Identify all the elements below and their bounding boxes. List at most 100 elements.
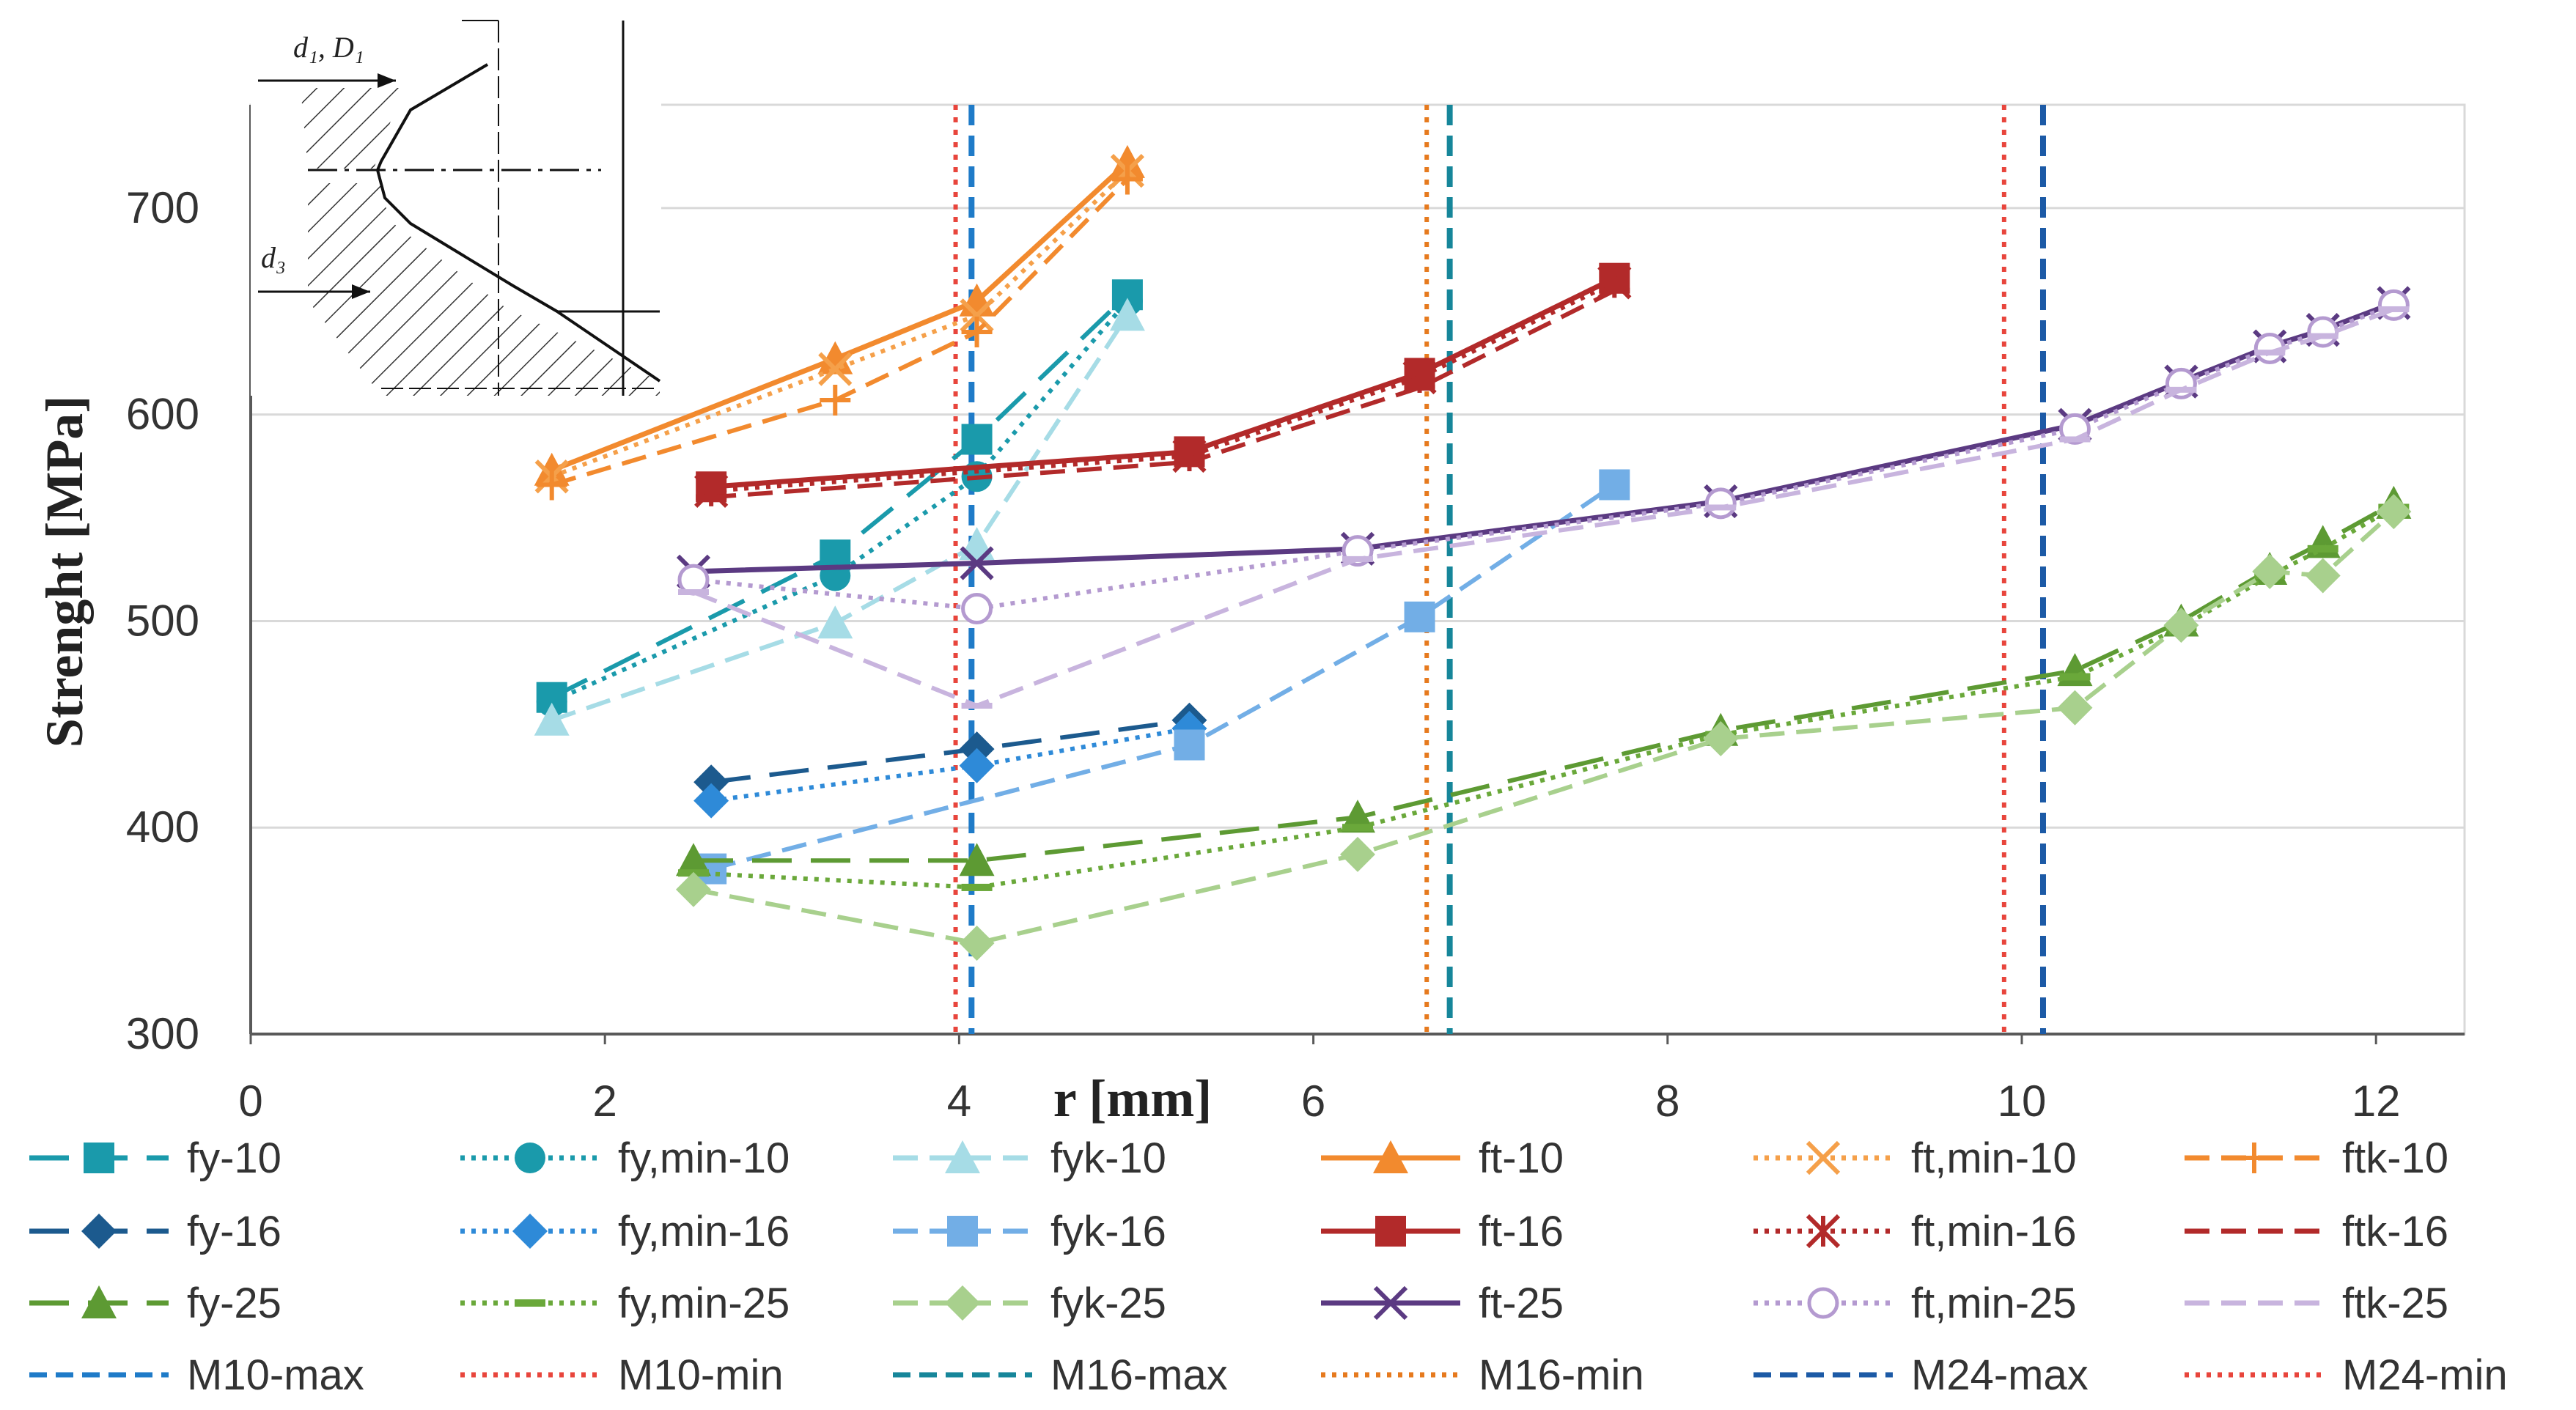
x-tick-label: 10	[1998, 1077, 2047, 1126]
legend-swatch-marker	[81, 1285, 117, 1318]
legend-swatch-marker	[1373, 1140, 1408, 1173]
x-axis-title: r [mm]	[1053, 1069, 1212, 1128]
data-point	[693, 783, 729, 819]
data-point	[2378, 306, 2410, 312]
legend-label: fyk-10	[1050, 1134, 1166, 1182]
data-point	[1111, 163, 1143, 195]
data-point	[676, 871, 711, 907]
x-tick-label: 2	[593, 1077, 617, 1126]
legend-item-ft,min-25: ft,min-25	[1753, 1280, 2077, 1327]
series-line	[693, 501, 2395, 863]
legend-swatch-marker	[945, 1285, 980, 1321]
data-point	[1340, 836, 1375, 872]
legend-swatch-marker	[1807, 1287, 1839, 1319]
inset-label-d3: d₃	[261, 241, 286, 274]
legend-label: fyk-16	[1050, 1208, 1166, 1255]
data-point	[961, 702, 993, 709]
data-point	[694, 473, 729, 509]
data-point	[1109, 144, 1145, 178]
series-ftk-25	[678, 306, 2410, 709]
legend-label: ft,min-25	[1911, 1280, 2077, 1327]
data-point	[1174, 459, 1205, 465]
data-point	[959, 843, 995, 876]
data-point	[818, 352, 853, 386]
legend-item-fy-10: fy-10	[29, 1134, 281, 1182]
legend-item-M16-max: M16-max	[893, 1351, 1228, 1399]
data-point	[1174, 729, 1205, 761]
legend-item-ft,min-16: ft,min-16	[1753, 1208, 2077, 1255]
data-point	[960, 546, 994, 580]
x-tick-label: 8	[1655, 1077, 1679, 1126]
y-tick-label: 300	[126, 1009, 199, 1058]
legend-item-fy-16: fy-16	[29, 1208, 281, 1255]
legend-item-M16-min: M16-min	[1321, 1351, 1644, 1399]
legend-item-ft-10: ft-10	[1321, 1134, 1564, 1182]
legend-swatch-marker	[1373, 1285, 1408, 1321]
data-point	[960, 298, 994, 333]
data-point	[959, 926, 995, 961]
legend-label: fy,min-10	[618, 1134, 790, 1182]
legend-label: fyk-25	[1050, 1280, 1166, 1327]
data-point	[2376, 494, 2412, 530]
series-ftk-10	[536, 163, 1143, 501]
series-line	[693, 505, 2395, 890]
legend-label: fy-16	[187, 1208, 281, 1255]
data-point	[696, 494, 727, 501]
legend-label: ft-25	[1479, 1280, 1564, 1327]
thread-flank-line	[375, 63, 661, 383]
x-tick-label: 4	[947, 1077, 971, 1126]
legend-label: ft,min-10	[1911, 1134, 2077, 1182]
data-point	[676, 843, 711, 876]
legend-label: M16-max	[1050, 1351, 1228, 1399]
data-point	[2163, 608, 2199, 643]
legend-item-ftk-10: ftk-10	[2185, 1134, 2448, 1182]
data-point	[961, 424, 993, 455]
legend: fy-10 fy,min-10 fyk-10 ft-10 ft,min-10 ftk-10…	[29, 1134, 2508, 1399]
tick-labels: 300 400 500 600 700 0 2 4 6 8 10 12	[126, 183, 2401, 1126]
data-point	[2059, 673, 2091, 681]
series-line	[551, 293, 1129, 700]
inset-label-d1: d₁, D₁	[293, 31, 364, 64]
legend-item-M10-max: M10-max	[29, 1351, 364, 1399]
legend-item-M24-max: M24-max	[1753, 1351, 2089, 1399]
legend-swatch-marker	[2239, 1143, 2270, 1173]
x-tick-label: 12	[2352, 1077, 2401, 1126]
legend-swatch-marker	[1375, 1216, 1406, 1247]
legend-swatch-marker	[512, 1214, 548, 1249]
legend-item-fy-25: fy-25	[29, 1280, 281, 1327]
legend-label: fy,min-16	[618, 1208, 790, 1255]
legend-item-fy,min-16: fy,min-16	[460, 1208, 790, 1255]
legend-label: ftk-10	[2342, 1134, 2448, 1182]
data-point	[961, 316, 993, 347]
legend-label: fy,min-25	[618, 1280, 790, 1327]
data-point	[817, 341, 853, 374]
legend-item-fy,min-10: fy,min-10	[460, 1134, 790, 1182]
legend-item-ft-16: ft-16	[1321, 1208, 1564, 1255]
legend-item-ftk-16: ftk-16	[2185, 1208, 2448, 1255]
data-point	[817, 605, 853, 639]
legend-label: ftk-25	[2342, 1280, 2448, 1327]
legend-label: ft,min-16	[1911, 1208, 2077, 1255]
series-line	[710, 288, 1616, 500]
legend-item-ftk-25: ftk-25	[2185, 1280, 2448, 1327]
data-point	[1599, 287, 1630, 294]
legend-item-ft,min-10: ft,min-10	[1753, 1134, 2077, 1182]
data-point	[2057, 690, 2093, 726]
series-line	[551, 299, 1130, 704]
legend-swatch-marker	[947, 1216, 978, 1247]
series-line	[710, 482, 1616, 871]
series-ftk-16	[696, 287, 1630, 501]
data-point	[961, 593, 993, 625]
data-point	[959, 748, 995, 783]
legend-swatch-marker	[945, 1140, 980, 1173]
data-point	[1705, 504, 1737, 511]
x-tick-label: 6	[1301, 1077, 1325, 1126]
data-point	[2307, 333, 2338, 339]
series-line	[551, 160, 1130, 473]
reference-lines	[953, 105, 2046, 1034]
legend-label: ft-10	[1479, 1134, 1564, 1182]
data-point	[1109, 298, 1145, 331]
data-point	[693, 764, 729, 800]
data-point	[536, 469, 567, 501]
data-point	[534, 452, 570, 486]
